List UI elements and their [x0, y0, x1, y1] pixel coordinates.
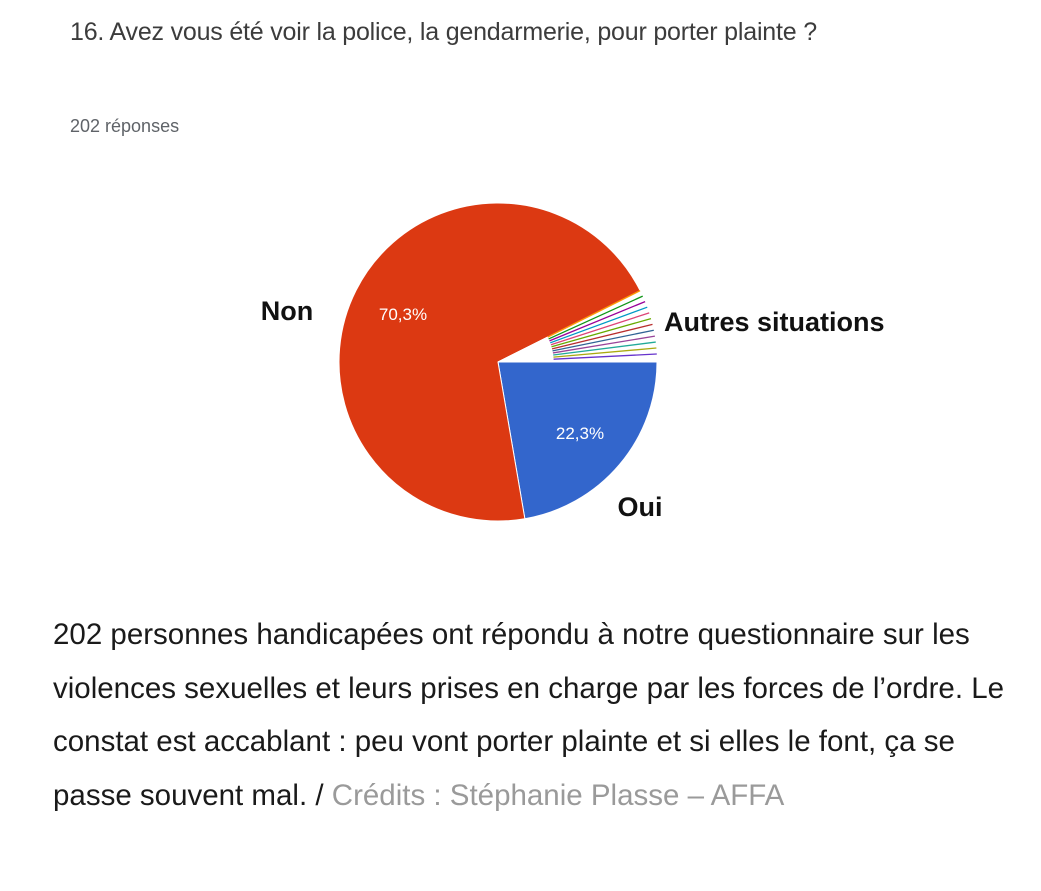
pie-subslice-11 — [553, 347, 657, 358]
slice-label-oui-percent: 22,3% — [556, 424, 604, 443]
pie-subslice-12 — [553, 353, 657, 360]
pie-subslice-1 — [547, 290, 641, 338]
photo-credits: Crédits : Stéphanie Plasse – AFFA — [331, 778, 785, 812]
pie-subslice-4 — [550, 306, 648, 344]
survey-chart: 16. Avez vous été voir la police, la gen… — [70, 18, 885, 522]
pie-subslice-2 — [548, 295, 643, 340]
question-title: 16. Avez vous été voir la police, la gen… — [70, 18, 817, 46]
pie-subslice-5 — [550, 312, 650, 346]
category-label-oui: Oui — [618, 492, 663, 522]
response-count: 202 réponses — [70, 116, 180, 136]
category-label-autres-situations: Autres situations — [664, 307, 885, 337]
pie-subslice-10 — [553, 341, 656, 356]
caption-text: 202 personnes handicapées ont répondu à … — [53, 618, 1005, 812]
pie-slice-non — [338, 202, 641, 522]
pie-subslice-9 — [552, 335, 655, 354]
pie-subslice-6 — [551, 317, 652, 348]
slice-label-non-percent: 70,3% — [379, 305, 427, 324]
pie-subslice-7 — [551, 323, 653, 350]
article-caption: 202 personnes handicapées ont répondu à … — [53, 608, 1013, 822]
pie-chart: 70,3% 22,3% Non Oui Autres situations — [261, 202, 885, 522]
pie-slice-oui — [497, 361, 658, 520]
pie-subslice-3 — [549, 301, 646, 342]
pie-subslice-8 — [552, 329, 654, 352]
category-label-non: Non — [261, 296, 313, 326]
